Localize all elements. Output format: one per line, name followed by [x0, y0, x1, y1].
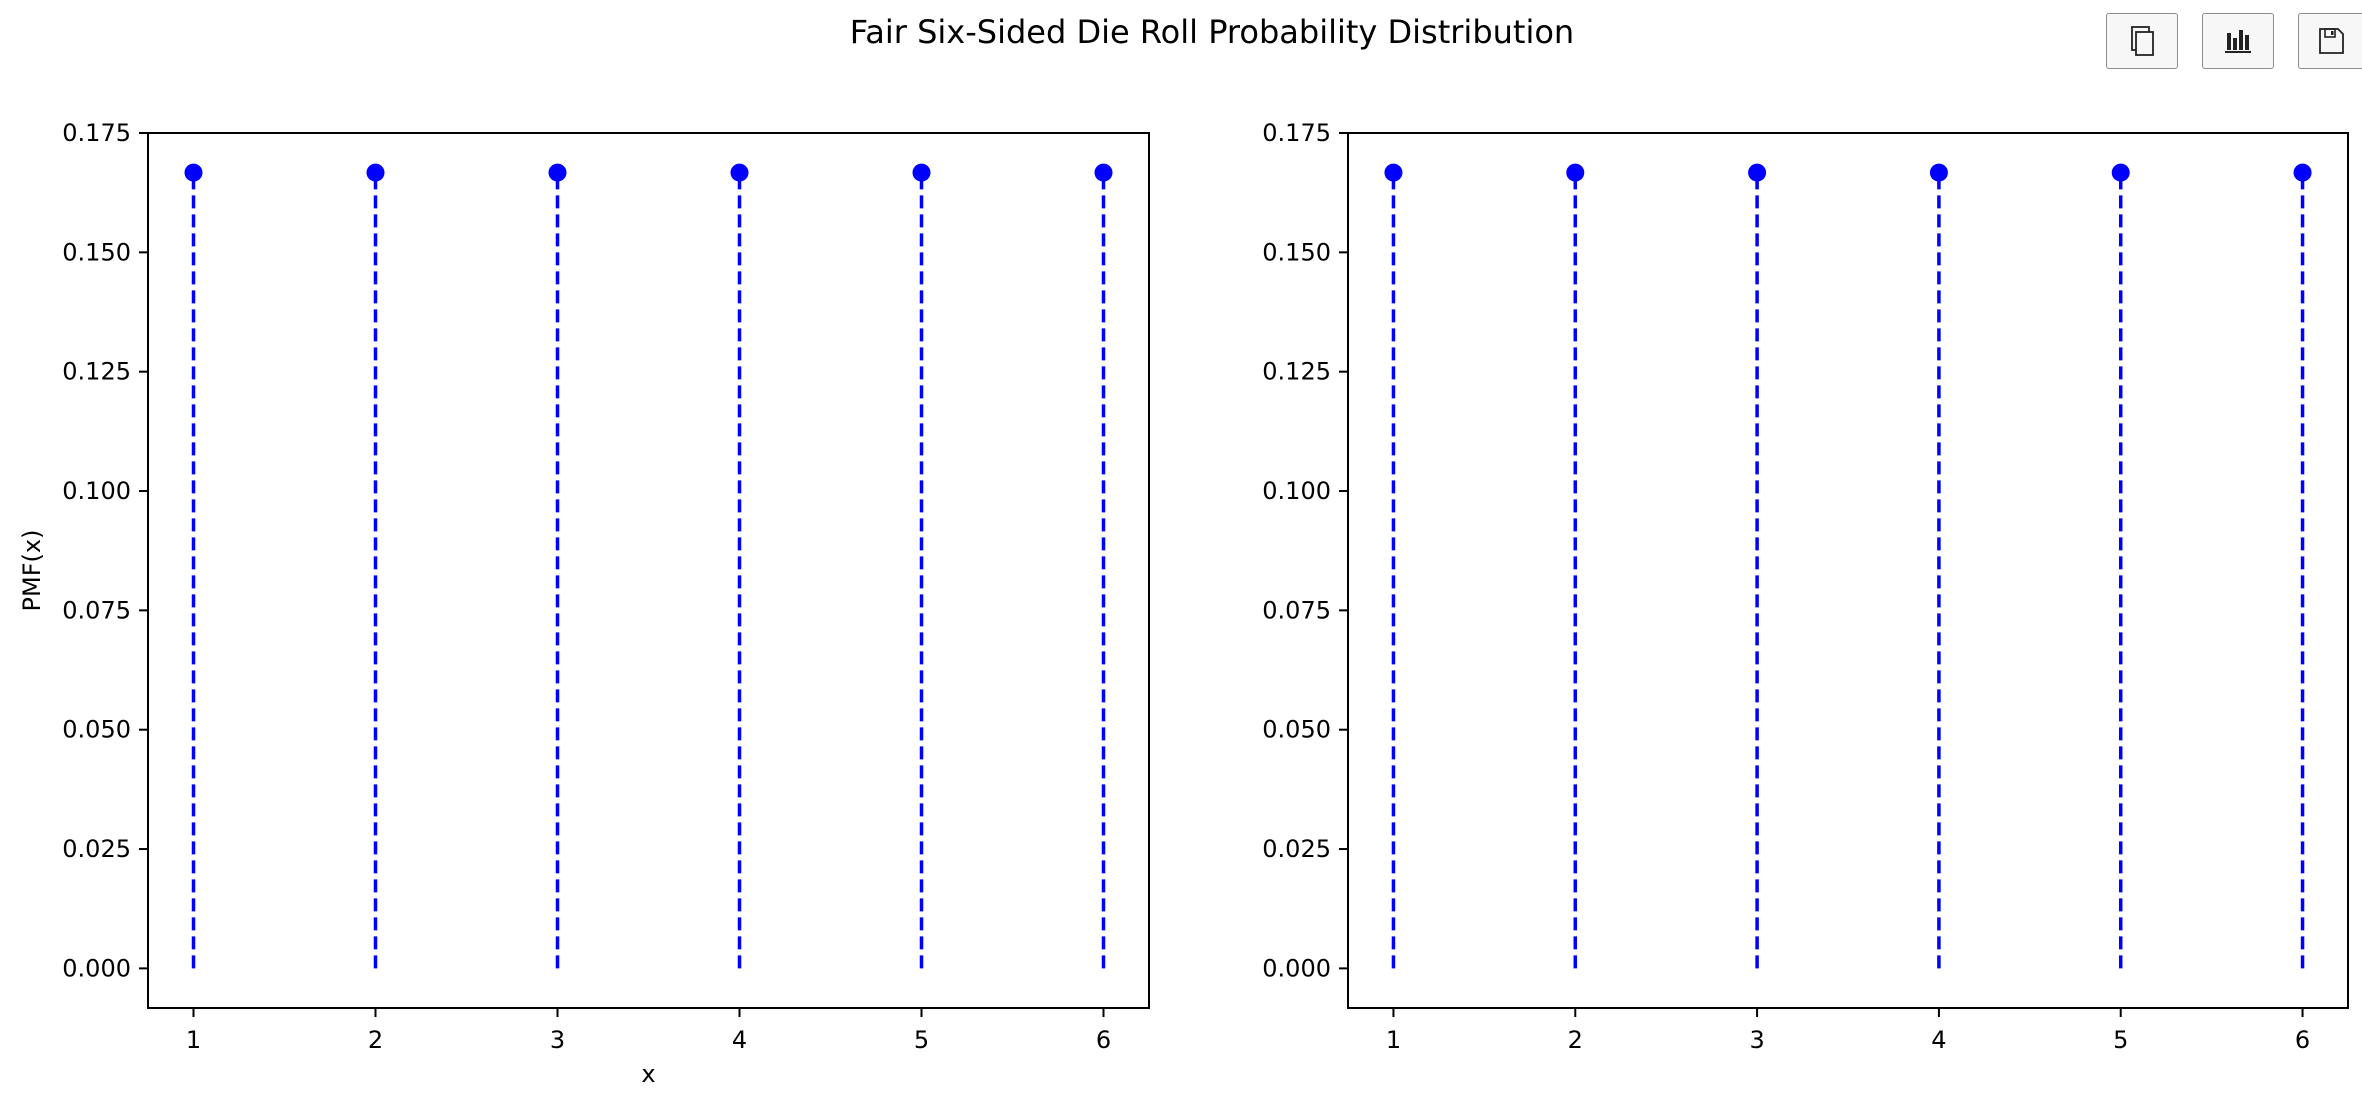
right-subplot: 1 2 3 4 5 6 0.000 0.025 0.050 0.075 0.100 0.125 0.15…	[1262, 119, 2349, 1054]
y-tick-label: 0.125	[1262, 358, 1331, 386]
stem-marker	[1566, 163, 1585, 182]
x-tick-label: 4	[732, 1026, 747, 1054]
x-tick-label: 5	[914, 1026, 929, 1054]
stem-marker	[1929, 163, 1948, 182]
x-tick-label: 1	[186, 1026, 201, 1054]
y-tick-label: 0.150	[62, 238, 131, 266]
y-tick-label: 0.125	[62, 358, 131, 386]
x-tick-label: 3	[1749, 1026, 1764, 1054]
y-tick-label: 0.100	[1262, 477, 1331, 505]
y-tick-label: 0.150	[1262, 238, 1331, 266]
copy-icon	[2131, 26, 2154, 56]
copy-button[interactable]	[2106, 13, 2178, 69]
y-tick-label: 0.075	[62, 596, 131, 624]
stem-marker	[184, 163, 203, 182]
y-tick-label: 0.075	[1262, 596, 1331, 624]
x-tick-label: 3	[550, 1026, 565, 1054]
y-tick-label: 0.175	[1262, 119, 1331, 147]
bar-chart-icon	[2225, 30, 2251, 53]
x-tick-label: 2	[368, 1026, 383, 1054]
x-tick-label: 4	[1931, 1026, 1946, 1054]
stem-marker	[548, 163, 567, 182]
y-tick-label: 0.000	[1262, 954, 1331, 982]
y-tick-label: 0.025	[62, 835, 131, 863]
y-tick-label: 0.050	[62, 716, 131, 744]
stem-marker	[912, 163, 931, 182]
x-tick-label: 6	[1096, 1026, 1111, 1054]
y-tick-label: 0.050	[1262, 716, 1331, 744]
stem-marker	[730, 163, 749, 182]
figure-title: Fair Six-Sided Die Roll Probability Dist…	[850, 13, 1574, 51]
x-tick-label: 1	[1386, 1026, 1401, 1054]
x-tick-label: 2	[1568, 1026, 1583, 1054]
x-tick-label: 5	[2113, 1026, 2128, 1054]
stem-marker	[1094, 163, 1113, 182]
axes-frame	[147, 132, 1150, 1009]
y-tick-label: 0.100	[62, 477, 131, 505]
left-subplot: 1 2 3 4 5 6 0.000 0.025 0.050 0.075 0.100 0.125 0.15…	[18, 119, 1150, 1088]
stem-marker	[1384, 163, 1403, 182]
stem-marker	[2293, 163, 2312, 182]
x-tick-label: 6	[2295, 1026, 2310, 1054]
axes-frame	[1347, 132, 2349, 1009]
stem-marker	[2111, 163, 2130, 182]
chart-button[interactable]	[2202, 13, 2274, 69]
stem-marker	[1748, 163, 1767, 182]
y-tick-label: 0.025	[1262, 835, 1331, 863]
x-axis-label: x	[641, 1060, 655, 1088]
y-tick-label: 0.000	[62, 954, 131, 982]
save-button[interactable]	[2298, 13, 2362, 69]
y-tick-label: 0.175	[62, 119, 131, 147]
stem-marker	[366, 163, 385, 182]
y-axis-label: PMF(x)	[18, 530, 46, 612]
save-icon	[2318, 28, 2344, 54]
